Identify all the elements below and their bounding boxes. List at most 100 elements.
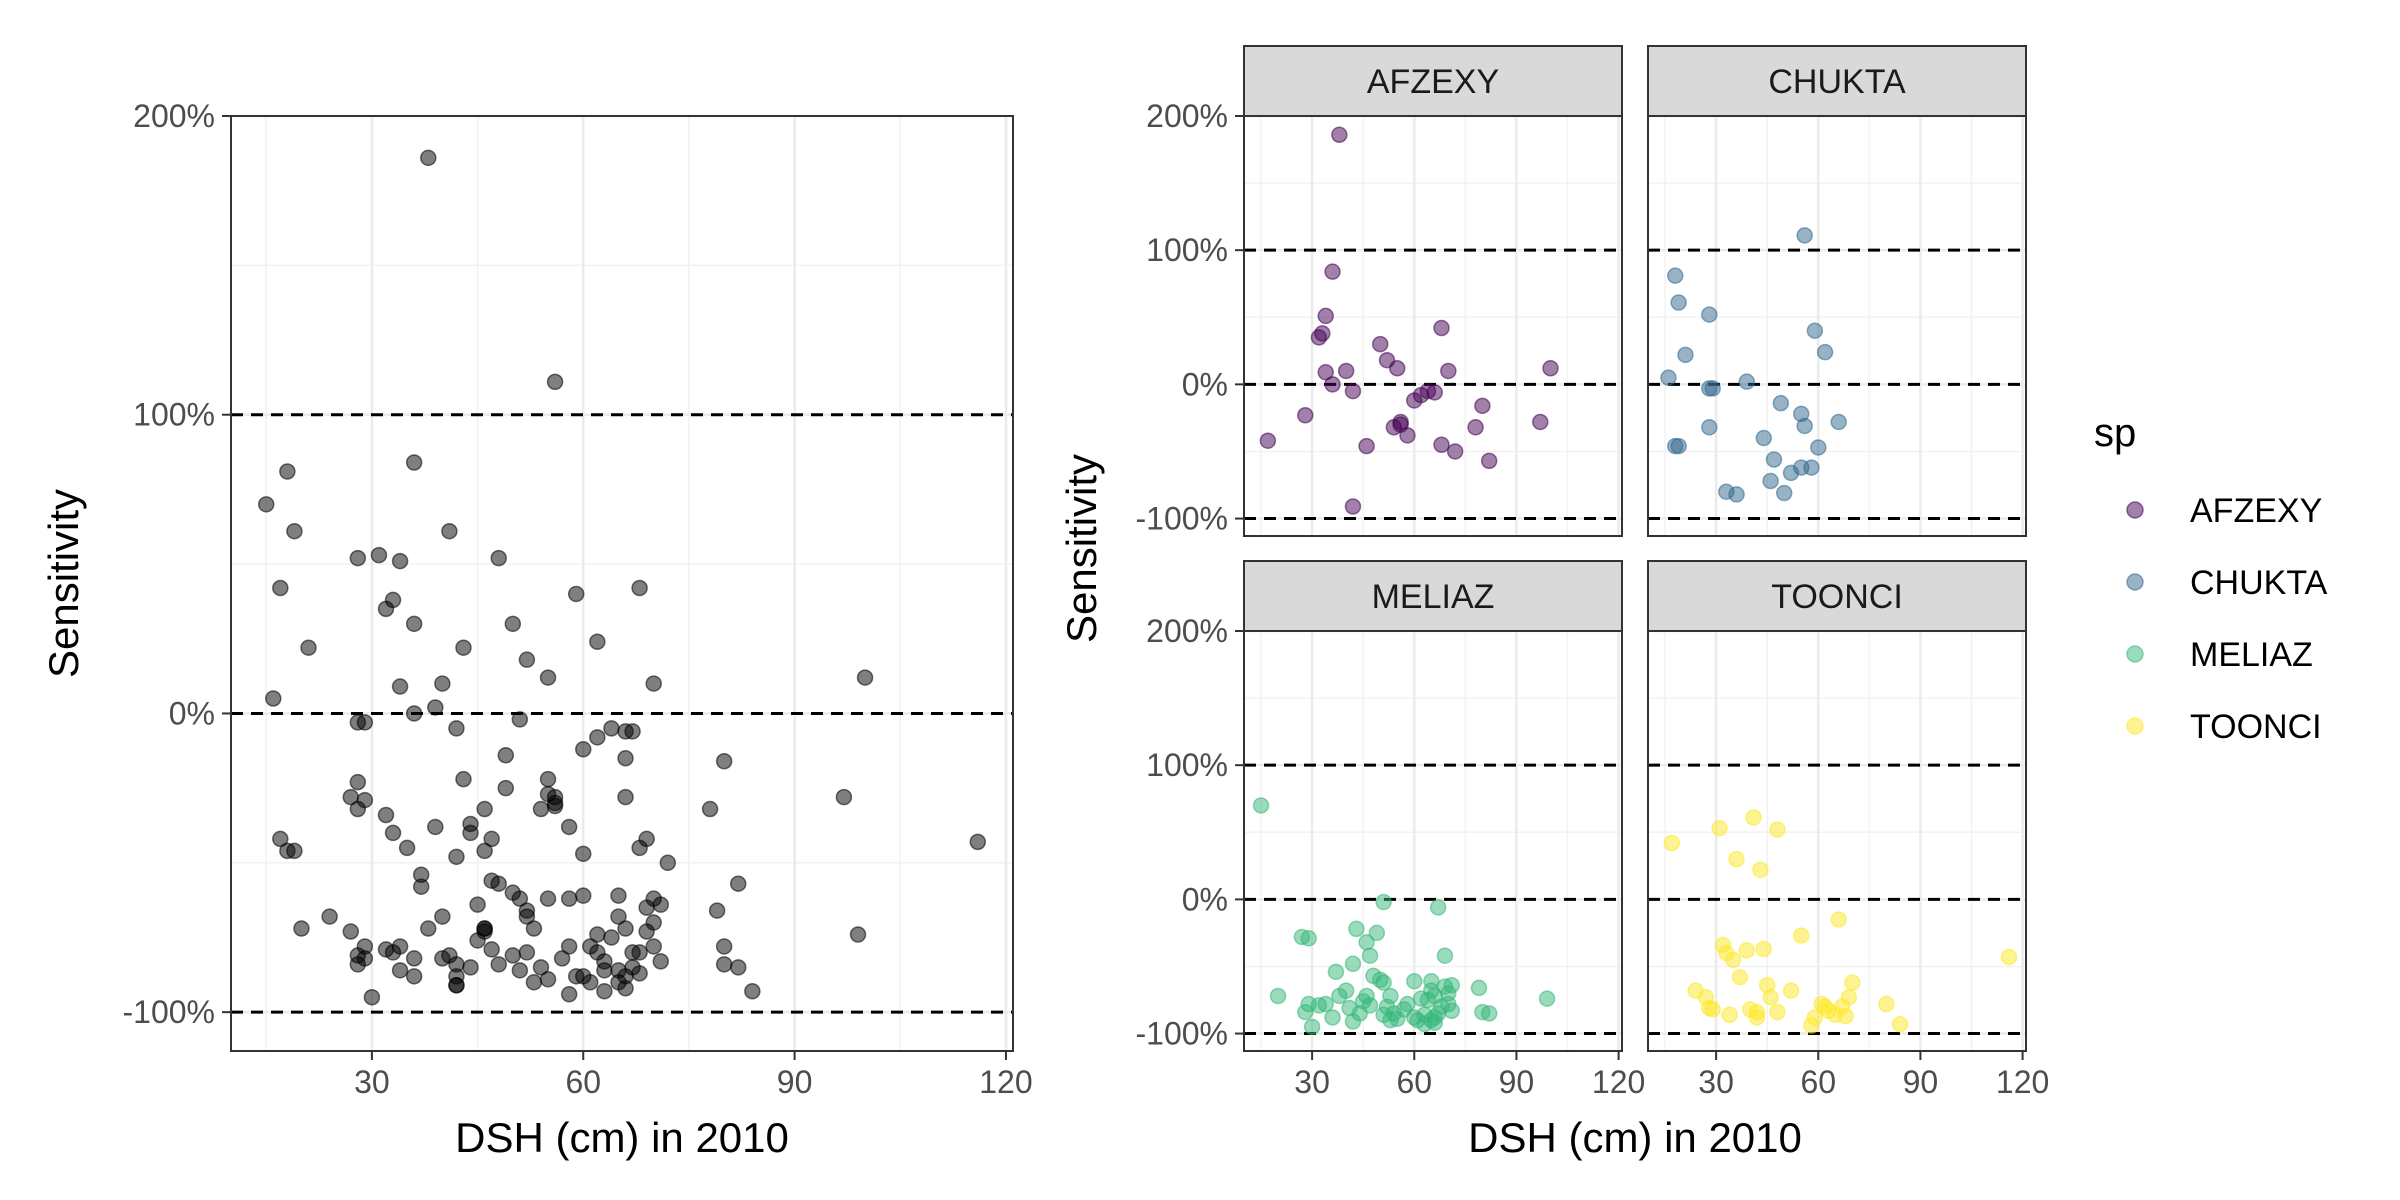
facet-strip-label: AFZEXY [1367,63,1499,101]
combined-data-point [539,770,557,788]
combined-data-point [575,887,592,904]
facet-data-point [1731,968,1749,986]
combined-data-point [624,944,641,961]
combined-data-point [560,818,578,836]
combined-data-point [462,959,479,976]
facet-y-tick-label: 0% [1182,366,1228,402]
facet-data-point [1724,951,1742,969]
facet-data-point [1796,227,1813,244]
combined-y-tick-label: 100% [133,397,215,433]
facet-data-point [1660,369,1677,386]
facet-data-point [1538,990,1556,1007]
combined-x-axis-title: DSH (cm) in 2010 [455,1114,789,1161]
facet-data-point [1443,1002,1460,1019]
combined-data-point [490,549,507,567]
combined-data-point [539,890,557,907]
facet-data-point [1440,362,1457,380]
combined-data-point [511,962,529,979]
facet-data-point [1711,820,1728,837]
combined-data-point [539,785,557,803]
combined-data-point [483,941,500,958]
combined-data-point [645,938,662,955]
legend-key-meliaz [2126,645,2144,663]
combined-data-point [603,929,620,946]
facet-data-point [1803,459,1820,476]
combined-data-point [434,950,451,967]
combined-data-point [497,747,515,764]
facet-data-point [1738,373,1756,390]
facet-x-axis-title: DSH (cm) in 2010 [1468,1114,1802,1161]
combined-data-point [286,522,303,540]
facet-data-point [1738,942,1756,959]
facet-data-point [1748,1003,1766,1021]
legend-key-chukta [2126,573,2144,591]
combined-data-point [497,779,515,797]
facet-data-point [1701,306,1718,323]
facet-y-tick-label: 200% [1146,98,1228,134]
combined-data-point [356,791,374,809]
combined-data-point [610,908,627,925]
facet-data-point [1269,987,1287,1005]
combined-data-point [300,639,317,656]
combined-data-point [384,591,402,609]
facet-data-point [2000,948,2018,966]
combined-data-point [659,854,677,872]
facet-data-point [1891,1015,1909,1033]
facet-data-point [1830,911,1847,928]
combined-data-point [265,690,282,707]
legend-items: AFZEXY CHUKTA MELIAZ TOONCI [2126,492,2328,746]
combined-data-point [744,983,761,1000]
facet-data-point [1259,432,1277,449]
combined-data-point [645,890,662,907]
facet-x-tick-label: 30 [1294,1064,1330,1100]
facet-data-point [1443,976,1460,994]
combined-data-point [560,985,578,1003]
combined-data-point [729,959,747,976]
combined-data-point [427,818,444,836]
combined-data-point [835,788,853,806]
combined-data-point [596,953,613,970]
facet-y-tick-label: 200% [1146,613,1228,649]
facet-x-axes: 30 60 90 120 30 60 90 120 [1294,1051,2049,1100]
facet-data-point [1704,380,1721,397]
combined-data-point [293,920,310,937]
combined-data-point [455,770,472,788]
facet-data-point [1375,893,1392,911]
combined-data-point [546,797,564,815]
combined-data-point [589,729,606,746]
facet-data-point [1406,972,1423,990]
legend-label-toonci: TOONCI [2190,708,2322,746]
facet-data-point [1324,1009,1341,1026]
faceted-scatter-plot: AFZEXY CHUKTA MELIAZ TOONCI -100% 0% 100% 200%… [1058,45,2049,1161]
facet-data-point [1701,419,1718,436]
facet-panel-afzexy: AFZEXY [1243,45,1623,537]
facet-data-point [1775,484,1793,502]
combined-x-tick-label: 120 [979,1064,1032,1100]
facet-x-tick-label: 90 [1903,1064,1939,1100]
combined-data-point [532,959,550,976]
combined-data-point [539,669,557,686]
combined-data-point [412,878,430,895]
combined-data-point [575,845,592,863]
facet-data-point [1830,413,1847,431]
combined-data-point [638,923,655,940]
combined-data-point [405,454,423,471]
combined-data-point [575,741,592,758]
facet-data-point [1480,452,1498,470]
facet-data-point [1806,322,1824,339]
facet-data-point [1878,995,1895,1013]
combined-data-point [427,699,444,716]
combined-data-point [391,678,409,695]
facet-data-point [1252,797,1270,814]
combined-data-point [448,848,465,866]
combined-points [257,149,987,1006]
combined-data-point [603,720,620,737]
combined-data-point [349,773,367,791]
facet-data-point [1344,955,1362,973]
facet-data-point [1765,451,1783,468]
facet-panel-meliaz: MELIAZ [1243,560,1623,1052]
facet-data-point [1385,419,1403,436]
facet-data-point [1348,920,1365,938]
facet-data-point [1375,974,1392,991]
facet-data-point [1792,927,1810,944]
